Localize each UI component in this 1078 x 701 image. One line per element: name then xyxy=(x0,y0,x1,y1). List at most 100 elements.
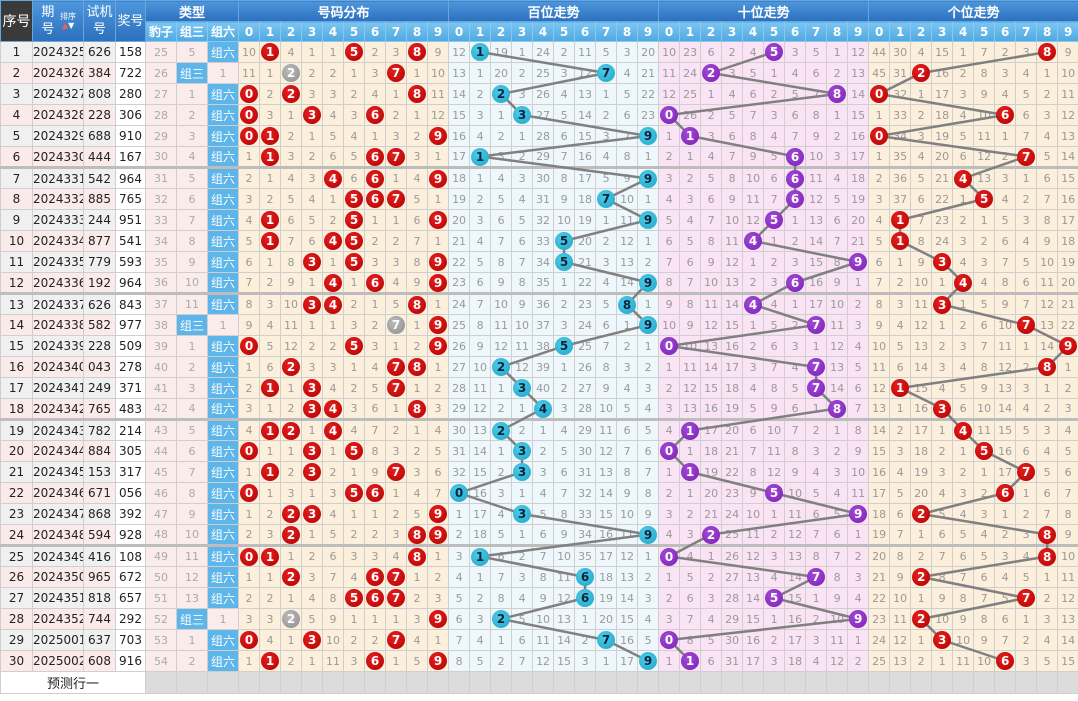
prediction-cell[interactable] xyxy=(868,671,891,694)
row-leopard-miss: 37 xyxy=(145,292,177,315)
dist-miss-count: 1 xyxy=(406,377,429,399)
header-distribution-digit: 0 xyxy=(238,21,261,42)
prediction-cell[interactable] xyxy=(973,671,996,694)
prediction-cell[interactable] xyxy=(427,671,450,694)
prediction-cell[interactable] xyxy=(763,671,786,694)
dist-miss-count: 1 xyxy=(322,41,345,63)
prediction-cell[interactable] xyxy=(805,671,828,694)
prediction-cell[interactable] xyxy=(238,671,261,694)
tens-cell: 0 xyxy=(658,104,681,126)
prediction-cell[interactable] xyxy=(490,671,513,694)
units-ball: 2 xyxy=(912,505,931,523)
dist-ball: 0 xyxy=(240,337,259,355)
tens-miss-count: 15 xyxy=(721,314,744,336)
prediction-cell[interactable] xyxy=(511,671,534,694)
prediction-cell[interactable] xyxy=(385,671,408,694)
header-issue[interactable]: 期号 排序 ▲▼ xyxy=(32,0,84,42)
tens-miss-count: 7 xyxy=(784,125,807,147)
hundreds-miss-count: 3 xyxy=(595,125,618,147)
sort-toggle[interactable]: 排序 ▲▼ xyxy=(60,12,76,30)
prediction-cell[interactable] xyxy=(910,671,933,694)
prediction-cell[interactable] xyxy=(826,671,849,694)
dist-miss-count: 11 xyxy=(322,650,345,672)
prediction-cell[interactable] xyxy=(145,671,177,694)
units-miss-count: 10 xyxy=(1057,62,1078,84)
row-leopard-miss: 29 xyxy=(145,125,177,147)
prediction-cell[interactable] xyxy=(595,671,618,694)
prediction-cell[interactable] xyxy=(364,671,387,694)
hundreds-miss-count: 35 xyxy=(532,272,555,294)
tens-miss-count: 1 xyxy=(763,608,786,630)
dist-ball: 9 xyxy=(429,610,448,628)
prediction-cell[interactable] xyxy=(176,671,208,694)
prediction-cell[interactable] xyxy=(679,671,702,694)
hundreds-miss-count: 22 xyxy=(637,83,660,105)
prediction-cell[interactable] xyxy=(1015,671,1038,694)
dist-miss-count: 1 xyxy=(322,440,345,462)
sort-down-icon[interactable]: ▼ xyxy=(68,21,75,30)
prediction-cell[interactable] xyxy=(532,671,555,694)
tens-miss-count: 2 xyxy=(847,292,870,315)
row-leopard-miss: 54 xyxy=(145,650,177,672)
hundreds-miss-count: 11 xyxy=(532,629,555,651)
prediction-cell[interactable] xyxy=(343,671,366,694)
units-miss-count: 3 xyxy=(1015,377,1038,399)
units-miss-count: 6 xyxy=(973,566,996,588)
prediction-cell[interactable] xyxy=(637,671,660,694)
prediction-cell[interactable] xyxy=(847,671,870,694)
tens-miss-count: 6 xyxy=(679,251,702,273)
prediction-cell[interactable] xyxy=(1036,671,1059,694)
prediction-cell[interactable] xyxy=(301,671,324,694)
sort-up-icon[interactable]: ▲ xyxy=(61,21,69,30)
row-zu3-miss: 2 xyxy=(176,650,208,672)
prediction-cell[interactable] xyxy=(280,671,303,694)
prediction-cell[interactable] xyxy=(616,671,639,694)
hundreds-ball: 7 xyxy=(597,631,616,649)
units-miss-count: 2 xyxy=(952,209,975,231)
dist-miss-count: 5 xyxy=(301,608,324,630)
prediction-cell[interactable] xyxy=(658,671,681,694)
prediction-cell[interactable] xyxy=(700,671,723,694)
prediction-cell[interactable] xyxy=(784,671,807,694)
tens-miss-count: 6 xyxy=(679,587,702,609)
row-type-zu6-label: 组六 xyxy=(206,146,240,168)
dist-miss-count: 1 xyxy=(427,188,450,210)
dist-miss-count: 1 xyxy=(406,418,429,441)
tens-ball: 5 xyxy=(765,484,784,502)
hundreds-cell: 7 xyxy=(595,62,618,84)
tens-ball: 8 xyxy=(828,85,847,103)
prediction-cell[interactable] xyxy=(1057,671,1078,694)
dist-miss-count: 1 xyxy=(301,125,324,147)
units-miss-count: 7 xyxy=(868,272,891,294)
units-miss-count: 4 xyxy=(1036,440,1059,462)
prediction-cell[interactable] xyxy=(574,671,597,694)
prediction-cell[interactable] xyxy=(469,671,492,694)
prediction-cell[interactable] xyxy=(931,671,954,694)
prediction-cell[interactable] xyxy=(259,671,282,694)
tens-miss-count: 4 xyxy=(847,335,870,357)
units-miss-count: 5 xyxy=(910,166,933,189)
tens-cell: 7 xyxy=(805,377,828,399)
dist-miss-count: 2 xyxy=(406,440,429,462)
units-ball: 4 xyxy=(954,170,973,188)
hundreds-miss-count: 12 xyxy=(595,440,618,462)
row-seq: 17 xyxy=(0,377,33,399)
prediction-cell[interactable] xyxy=(448,671,471,694)
dist-miss-count: 1 xyxy=(427,629,450,651)
dist-ball: 6 xyxy=(366,273,385,292)
prediction-cell[interactable] xyxy=(994,671,1017,694)
dist-miss-count: 1 xyxy=(427,146,450,168)
prediction-cell[interactable] xyxy=(553,671,576,694)
dist-ball: 3 xyxy=(303,442,322,460)
units-miss-count: 6 xyxy=(952,398,975,420)
prediction-cell[interactable] xyxy=(721,671,744,694)
dist-miss-count: 2 xyxy=(259,83,282,105)
prediction-cell[interactable] xyxy=(889,671,912,694)
row-test-number: 594 xyxy=(83,524,116,546)
prediction-cell[interactable] xyxy=(206,671,240,694)
prediction-cell[interactable] xyxy=(406,671,429,694)
prediction-cell[interactable] xyxy=(742,671,765,694)
prediction-cell[interactable] xyxy=(952,671,975,694)
prediction-cell[interactable] xyxy=(322,671,345,694)
header-hundreds-digit: 5 xyxy=(553,21,576,42)
